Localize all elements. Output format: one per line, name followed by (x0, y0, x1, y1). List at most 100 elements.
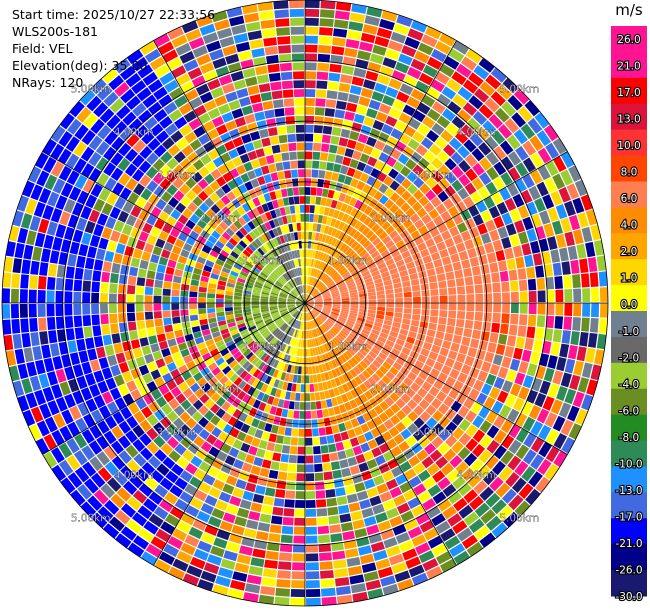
colorbar-bin (611, 492, 647, 519)
velocity-gate (381, 10, 398, 22)
velocity-gate (306, 303, 314, 305)
velocity-gate (350, 269, 359, 276)
velocity-gate (246, 210, 256, 220)
velocity-gate (302, 304, 305, 312)
velocity-gate (131, 80, 147, 95)
velocity-gate (466, 303, 475, 312)
velocity-gate (248, 243, 257, 252)
velocity-gate (436, 391, 447, 402)
velocity-gate (598, 271, 608, 287)
velocity-gate (22, 180, 35, 198)
velocity-gate (437, 372, 448, 383)
velocity-gate (144, 295, 153, 303)
velocity-gate (122, 223, 133, 236)
velocity-gate (289, 280, 295, 288)
velocity-gate (430, 251, 441, 261)
velocity-gate (438, 429, 451, 442)
velocity-gate (263, 331, 271, 339)
velocity-gate (194, 468, 207, 481)
velocity-gate (290, 26, 304, 35)
velocity-gate (253, 286, 262, 292)
velocity-gate (356, 415, 366, 425)
velocity-gate (365, 319, 374, 325)
velocity-gate (287, 299, 296, 302)
velocity-gate (422, 64, 438, 78)
velocity-gate (92, 325, 102, 337)
velocity-gate (305, 304, 307, 312)
velocity-gate (263, 267, 271, 275)
velocity-gate (331, 424, 340, 434)
velocity-gate (365, 259, 375, 267)
colorbar-bin (611, 311, 647, 338)
velocity-gate (513, 129, 528, 145)
velocity-gate (349, 130, 360, 141)
velocity-gate (483, 312, 492, 322)
velocity-gate (127, 285, 136, 295)
velocity-gate (247, 122, 258, 133)
velocity-gate (362, 240, 371, 249)
velocity-gate (272, 359, 280, 369)
velocity-gate (294, 106, 305, 115)
velocity-gate (144, 476, 159, 490)
velocity-gate (146, 327, 156, 337)
velocity-gate (309, 249, 314, 258)
velocity-gate (256, 337, 265, 345)
velocity-gate (97, 85, 113, 101)
velocity-gate (320, 400, 328, 409)
velocity-gate (309, 286, 313, 294)
velocity-gate (329, 315, 337, 321)
velocity-gate (266, 356, 274, 365)
velocity-gate (361, 226, 371, 236)
velocity-gate (248, 511, 261, 521)
velocity-gate (375, 369, 385, 379)
velocity-gate (495, 344, 506, 356)
velocity-gate (377, 336, 387, 344)
velocity-gate (193, 435, 205, 448)
velocity-gate (315, 89, 327, 98)
velocity-gate (246, 574, 262, 585)
velocity-gate (383, 537, 398, 549)
velocity-gate (146, 414, 159, 427)
velocity-gate (185, 236, 196, 246)
velocity-gate (468, 518, 485, 534)
velocity-gate (130, 339, 141, 350)
velocity-gate (268, 367, 276, 377)
velocity-gate (92, 270, 102, 282)
velocity-gate (276, 226, 283, 236)
velocity-gate (552, 329, 562, 343)
velocity-gate (135, 239, 146, 251)
velocity-gate (110, 323, 119, 334)
velocity-gate (313, 308, 320, 314)
velocity-gate (163, 281, 172, 289)
velocity-gate (272, 314, 281, 320)
velocity-gate (309, 267, 313, 276)
velocity-gate (197, 342, 207, 351)
velocity-gate (350, 178, 359, 188)
velocity-gate (463, 267, 473, 278)
velocity-gate (155, 358, 166, 369)
velocity-gate (425, 189, 437, 201)
velocity-gate (190, 279, 200, 287)
velocity-gate (117, 293, 126, 303)
velocity-gate (321, 312, 329, 318)
velocity-gate (74, 267, 84, 280)
velocity-gate (325, 426, 333, 435)
velocity-gate (160, 151, 173, 164)
velocity-gate (305, 366, 309, 375)
velocity-gate (171, 34, 188, 48)
velocity-gate (372, 120, 385, 131)
velocity-gate (339, 459, 349, 469)
velocity-gate (432, 470, 446, 483)
velocity-gate (473, 320, 483, 331)
velocity-gate (319, 326, 325, 334)
velocity-gate (342, 223, 350, 233)
velocity-gate (277, 380, 284, 390)
velocity-gate (545, 276, 555, 290)
velocity-gate (305, 133, 314, 142)
velocity-gate (478, 406, 491, 419)
velocity-gate (292, 562, 305, 571)
velocity-gate (318, 284, 325, 291)
velocity-gate (353, 426, 363, 436)
velocity-gate (28, 289, 37, 303)
velocity-gate (267, 323, 276, 330)
